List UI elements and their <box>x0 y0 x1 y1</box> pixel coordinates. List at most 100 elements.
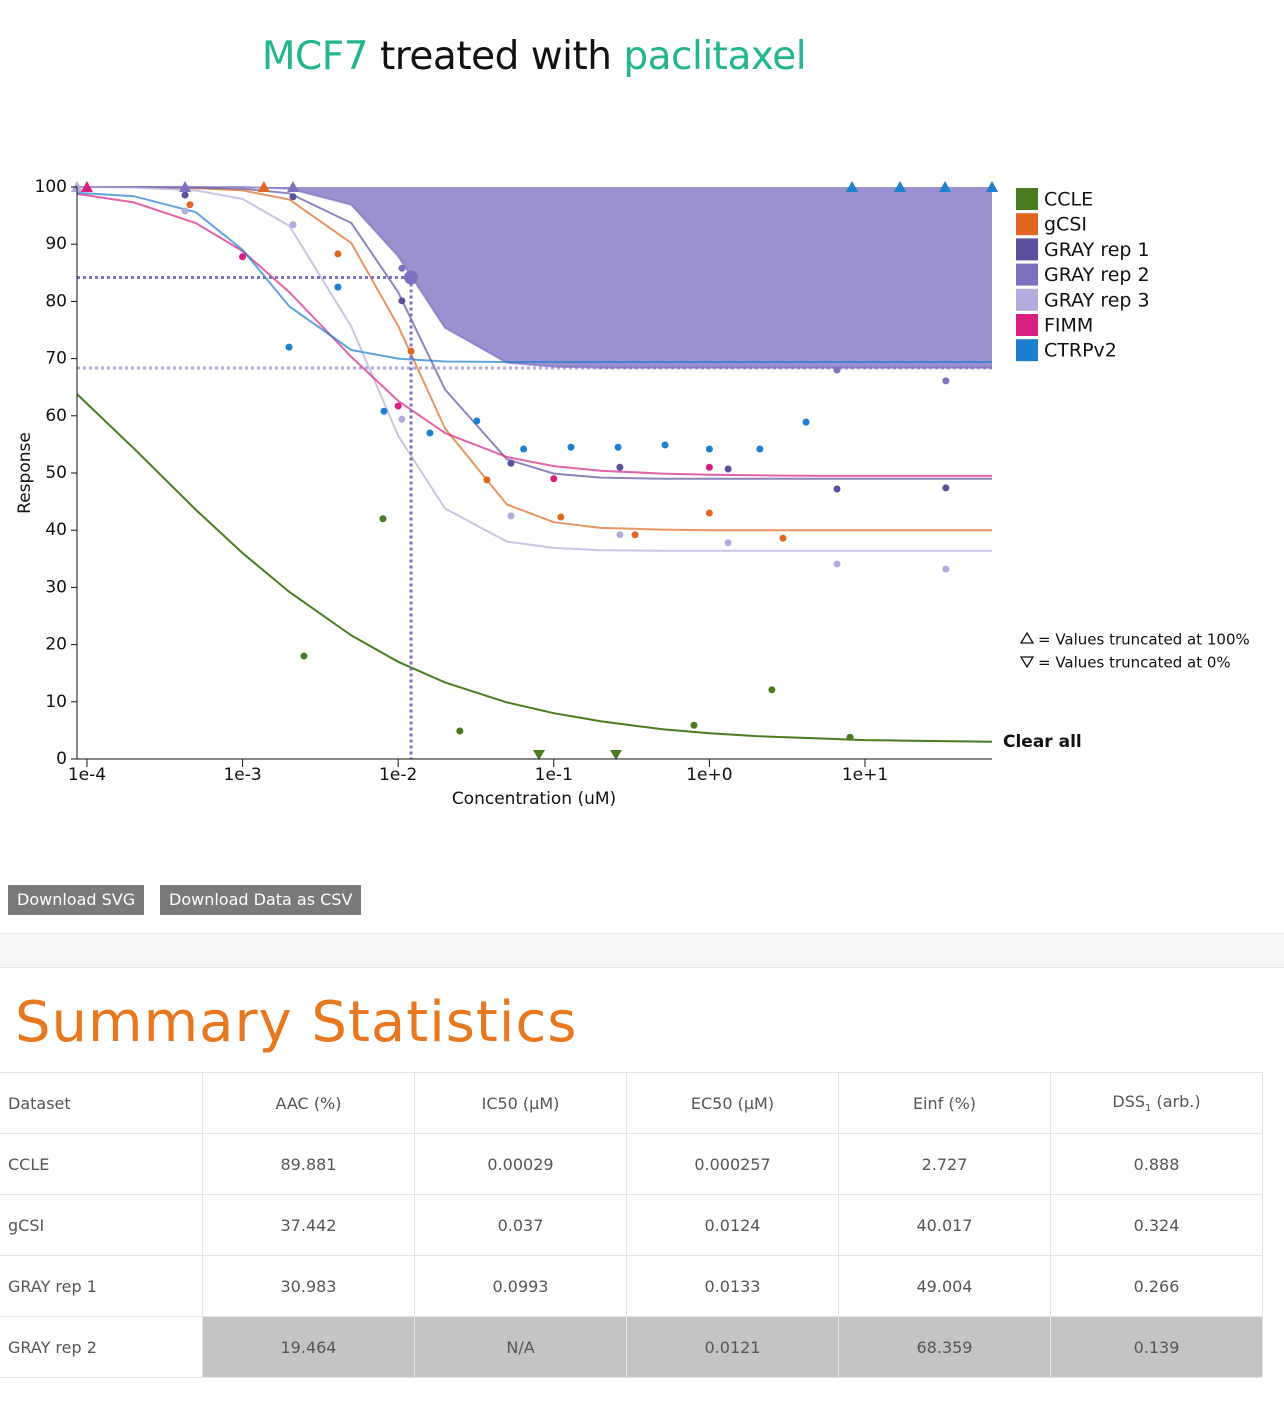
point <box>690 721 698 729</box>
point <box>779 534 787 542</box>
point <box>833 485 841 493</box>
point-layer <box>71 181 998 760</box>
y-tick-label: 50 <box>45 463 67 483</box>
point <box>768 686 776 694</box>
header-text: (arb.) <box>1151 1091 1201 1111</box>
legend-swatch <box>1016 188 1038 210</box>
point <box>289 193 297 201</box>
point <box>724 539 732 547</box>
table-row: GRAY rep 1 30.983 0.0993 0.0133 49.004 0.266 <box>0 1255 1263 1317</box>
point <box>705 445 713 453</box>
point <box>398 297 406 305</box>
point <box>557 513 565 521</box>
legend-label: GRAY rep 1 <box>1044 239 1150 261</box>
table-cell: 19.464 <box>202 1316 415 1378</box>
legend-swatch <box>1016 213 1038 236</box>
table-cell: 89.881 <box>202 1133 415 1195</box>
x-tick-label: 1e-4 <box>68 765 106 785</box>
chart-title: MCF7 treated with paclitaxel <box>0 34 1068 79</box>
truncated-point <box>609 750 622 760</box>
truncated-point <box>532 750 545 760</box>
point <box>380 407 388 415</box>
table-cell: GRAY rep 2 <box>0 1316 203 1378</box>
y-tick-label: 10 <box>45 692 67 712</box>
table-cell: 0.0124 <box>626 1194 839 1256</box>
legend-swatch <box>1016 238 1038 261</box>
point <box>942 377 950 385</box>
download-svg-button[interactable]: Download SVG <box>8 885 145 915</box>
table-cell: 0.888 <box>1050 1133 1263 1195</box>
point <box>426 429 434 437</box>
point <box>186 201 194 209</box>
point <box>550 475 558 483</box>
table-row: CCLE 89.881 0.00029 0.000257 2.727 0.888 <box>0 1133 1263 1195</box>
point <box>473 417 481 425</box>
section-title: Summary Statistics <box>15 990 578 1055</box>
point <box>833 560 841 568</box>
y-tick-label: 60 <box>45 406 67 426</box>
y-axis-label: Response <box>15 432 35 514</box>
point <box>379 515 387 523</box>
legend-label: FIMM <box>1044 315 1093 337</box>
divider <box>0 933 1284 968</box>
point <box>520 445 528 453</box>
auc-area <box>77 187 992 368</box>
legend-label: GRAY rep 2 <box>1044 264 1150 286</box>
column-header: DSS1 (arb.) <box>1050 1072 1263 1134</box>
header-subscript: 1 <box>1145 1103 1152 1115</box>
x-axis-label: Concentration (uM) <box>452 789 616 809</box>
table-cell: CCLE <box>0 1133 203 1195</box>
truncation-up-icon <box>1019 631 1035 644</box>
x-tick-label: 1e-3 <box>223 765 261 785</box>
truncated-point <box>939 181 952 192</box>
fit-curve <box>76 191 992 363</box>
legend-swatch <box>1016 263 1038 286</box>
table-cell: 0.0121 <box>626 1316 839 1378</box>
fit-curve <box>77 186 992 480</box>
summary-table: Dataset AAC (%) IC50 (µM) EC50 (µM) Einf (%)… <box>0 1072 1263 1378</box>
ec50-point <box>404 270 419 285</box>
table-cell: 0.266 <box>1050 1255 1263 1317</box>
x-tick-label: 1e+0 <box>686 765 732 785</box>
table-cell: 0.324 <box>1050 1194 1263 1256</box>
point <box>942 484 950 492</box>
point <box>942 565 950 573</box>
point <box>614 443 622 451</box>
fit-curve <box>77 186 992 369</box>
y-tick-label: 0 <box>56 749 67 769</box>
cell-line: MCF7 <box>261 34 369 79</box>
point <box>398 264 406 272</box>
fit-curve <box>77 186 992 532</box>
point <box>300 652 308 660</box>
table-cell: 0.00029 <box>414 1133 627 1195</box>
note: = Values truncated at 0% <box>1038 654 1231 672</box>
header-text: DSS <box>1112 1091 1146 1111</box>
point <box>661 441 669 449</box>
point <box>507 512 515 520</box>
table-cell: gCSI <box>0 1194 203 1256</box>
point <box>394 402 402 410</box>
point <box>456 727 464 735</box>
chart: = Values truncated at 100% = Values trun… <box>15 177 1250 809</box>
legend-label: CTRPv2 <box>1044 340 1117 362</box>
clear-all[interactable]: Clear all <box>1003 732 1082 752</box>
point <box>631 531 639 539</box>
table-cell: 37.442 <box>202 1194 415 1256</box>
point <box>239 253 247 261</box>
column-header: AAC (%) <box>202 1072 415 1134</box>
point <box>181 191 189 199</box>
point <box>181 207 189 215</box>
title-text: treated with <box>379 34 612 79</box>
truncated-point <box>894 181 907 192</box>
download-csv-button[interactable]: Download Data as CSV <box>160 885 362 915</box>
y-tick-label: 90 <box>45 234 67 254</box>
point <box>567 443 575 451</box>
point <box>407 347 415 355</box>
truncated-point <box>179 181 192 192</box>
column-header: IC50 (µM) <box>414 1072 627 1134</box>
table-cell: 30.983 <box>202 1255 415 1317</box>
point <box>846 733 854 741</box>
point <box>483 476 491 484</box>
truncated-point <box>287 181 300 192</box>
